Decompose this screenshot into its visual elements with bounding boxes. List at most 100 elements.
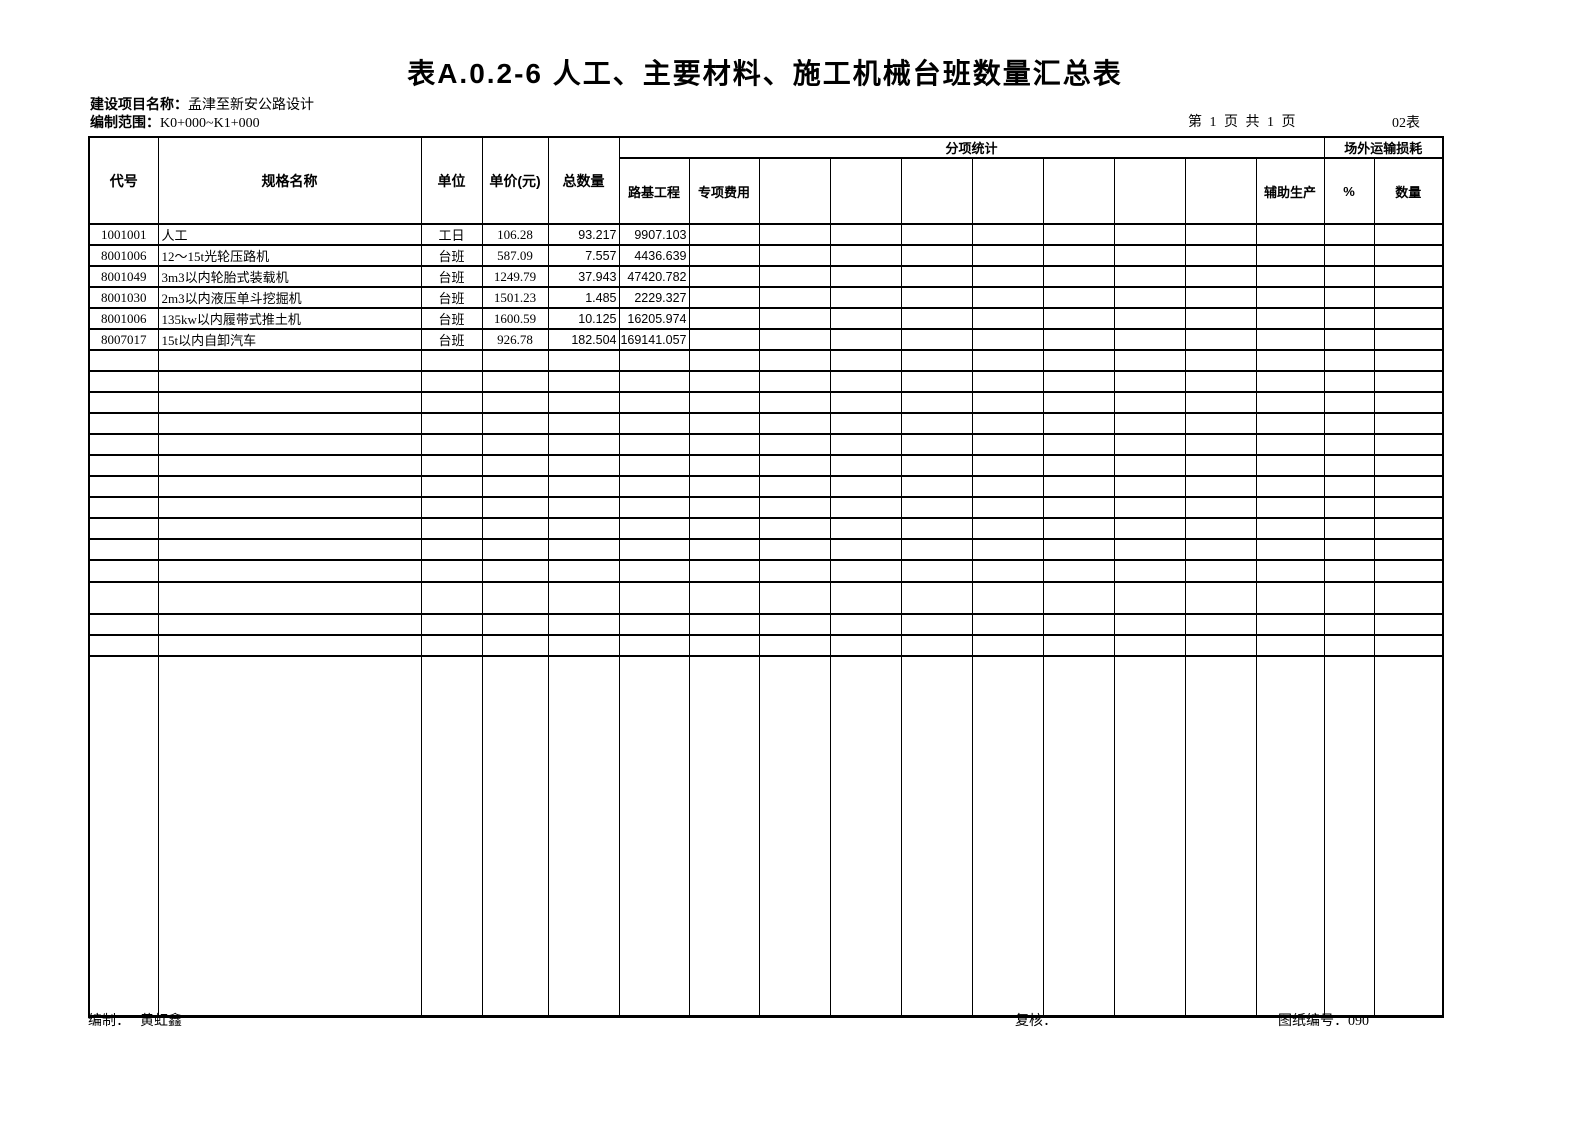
cell-empty <box>88 517 159 540</box>
cell-empty <box>1042 581 1115 615</box>
cell-empty <box>758 412 831 435</box>
cell-empty <box>420 475 483 498</box>
col-header-blank <box>1113 157 1186 225</box>
cell-empty <box>420 454 483 477</box>
cell-empty <box>1323 370 1375 393</box>
cell-empty <box>1323 475 1375 498</box>
cell-empty <box>829 475 902 498</box>
cell-empty <box>829 370 902 393</box>
maker-label: 编制： <box>88 1014 130 1029</box>
cell-total: 7.557 <box>547 244 620 267</box>
cell-empty <box>900 581 973 615</box>
cell-empty <box>1042 307 1115 330</box>
cell-empty <box>1255 223 1325 246</box>
cell-empty <box>688 475 760 498</box>
cell-empty <box>618 370 690 393</box>
cell-empty <box>88 496 159 519</box>
cell-empty <box>900 496 973 519</box>
cell-empty <box>829 412 902 435</box>
cell-empty <box>618 613 690 636</box>
cell-empty <box>1113 613 1186 636</box>
cell-unit: 工日 <box>420 223 483 246</box>
cell-empty <box>1373 223 1444 246</box>
col-header-subitem-stats: 分项统计 <box>618 136 1325 159</box>
cell-empty <box>618 475 690 498</box>
col-header-blank <box>971 157 1044 225</box>
cell-empty <box>1184 328 1257 351</box>
cell-empty <box>1373 370 1444 393</box>
cell-empty <box>1255 265 1325 288</box>
cell-empty <box>88 581 159 615</box>
cell-empty <box>420 538 483 561</box>
cell-empty <box>1373 433 1444 456</box>
cell-empty <box>88 538 159 561</box>
cell-empty <box>157 454 422 477</box>
cell-empty <box>1323 454 1375 477</box>
cell-empty <box>1373 655 1444 1017</box>
cell-empty <box>829 581 902 615</box>
cell-name: 135kw以内履带式推土机 <box>157 307 422 330</box>
cell-empty <box>481 655 549 1017</box>
cell-empty <box>1113 655 1186 1017</box>
col-header-qty: 数量 <box>1373 157 1444 225</box>
cell-empty <box>829 223 902 246</box>
cell-empty <box>971 581 1044 615</box>
cell-empty <box>758 433 831 456</box>
cell-empty <box>1042 454 1115 477</box>
scope-value: K0+000~K1+000 <box>160 116 260 131</box>
cell-empty <box>758 307 831 330</box>
cell-empty <box>618 559 690 583</box>
cell-empty <box>1113 517 1186 540</box>
cell-empty <box>481 475 549 498</box>
cell-empty <box>971 328 1044 351</box>
cell-roadbed: 4436.639 <box>618 244 690 267</box>
cell-empty <box>688 223 760 246</box>
cell-code: 8001030 <box>88 286 159 309</box>
cell-empty <box>758 581 831 615</box>
cell-price: 926.78 <box>481 328 549 351</box>
cell-roadbed: 2229.327 <box>618 286 690 309</box>
cell-empty <box>829 244 902 267</box>
cell-empty <box>481 370 549 393</box>
cell-empty <box>1113 496 1186 519</box>
cell-empty <box>1113 307 1186 330</box>
cell-empty <box>971 538 1044 561</box>
blank-row <box>88 538 1444 561</box>
cell-empty <box>900 433 973 456</box>
cell-empty <box>420 391 483 414</box>
cell-empty <box>1113 475 1186 498</box>
cell-empty <box>547 433 620 456</box>
cell-empty <box>971 349 1044 372</box>
cell-empty <box>758 655 831 1017</box>
cell-empty <box>971 307 1044 330</box>
blank-row <box>88 496 1444 519</box>
blank-row <box>88 581 1444 615</box>
table-number: 02表 <box>1392 116 1420 131</box>
cell-empty <box>157 433 422 456</box>
cell-empty <box>829 655 902 1017</box>
cell-empty <box>1113 349 1186 372</box>
cell-empty <box>1184 349 1257 372</box>
cell-empty <box>829 307 902 330</box>
cell-empty <box>688 433 760 456</box>
cell-empty <box>157 412 422 435</box>
cell-empty <box>618 655 690 1017</box>
cell-empty <box>1184 391 1257 414</box>
cell-empty <box>157 349 422 372</box>
cell-empty <box>829 634 902 657</box>
cell-empty <box>1323 613 1375 636</box>
cell-empty <box>758 349 831 372</box>
page-title: 表A.0.2-6 人工、主要材料、施工机械台班数量汇总表 <box>407 58 1123 89</box>
cell-empty <box>758 328 831 351</box>
cell-empty <box>1113 265 1186 288</box>
cell-unit: 台班 <box>420 328 483 351</box>
cell-empty <box>758 634 831 657</box>
cell-empty <box>1113 223 1186 246</box>
cell-empty <box>688 286 760 309</box>
cell-empty <box>420 349 483 372</box>
cell-empty <box>1323 265 1375 288</box>
table-row: 8007017 15t以内自卸汽车 台班 926.78 182.504 169141.05… <box>88 328 1444 351</box>
cell-total: 182.504 <box>547 328 620 351</box>
table-body: 1001001 人工 工日 106.28 93.217 9907.103 8001006 12… <box>88 223 1444 1017</box>
cell-empty <box>1113 286 1186 309</box>
